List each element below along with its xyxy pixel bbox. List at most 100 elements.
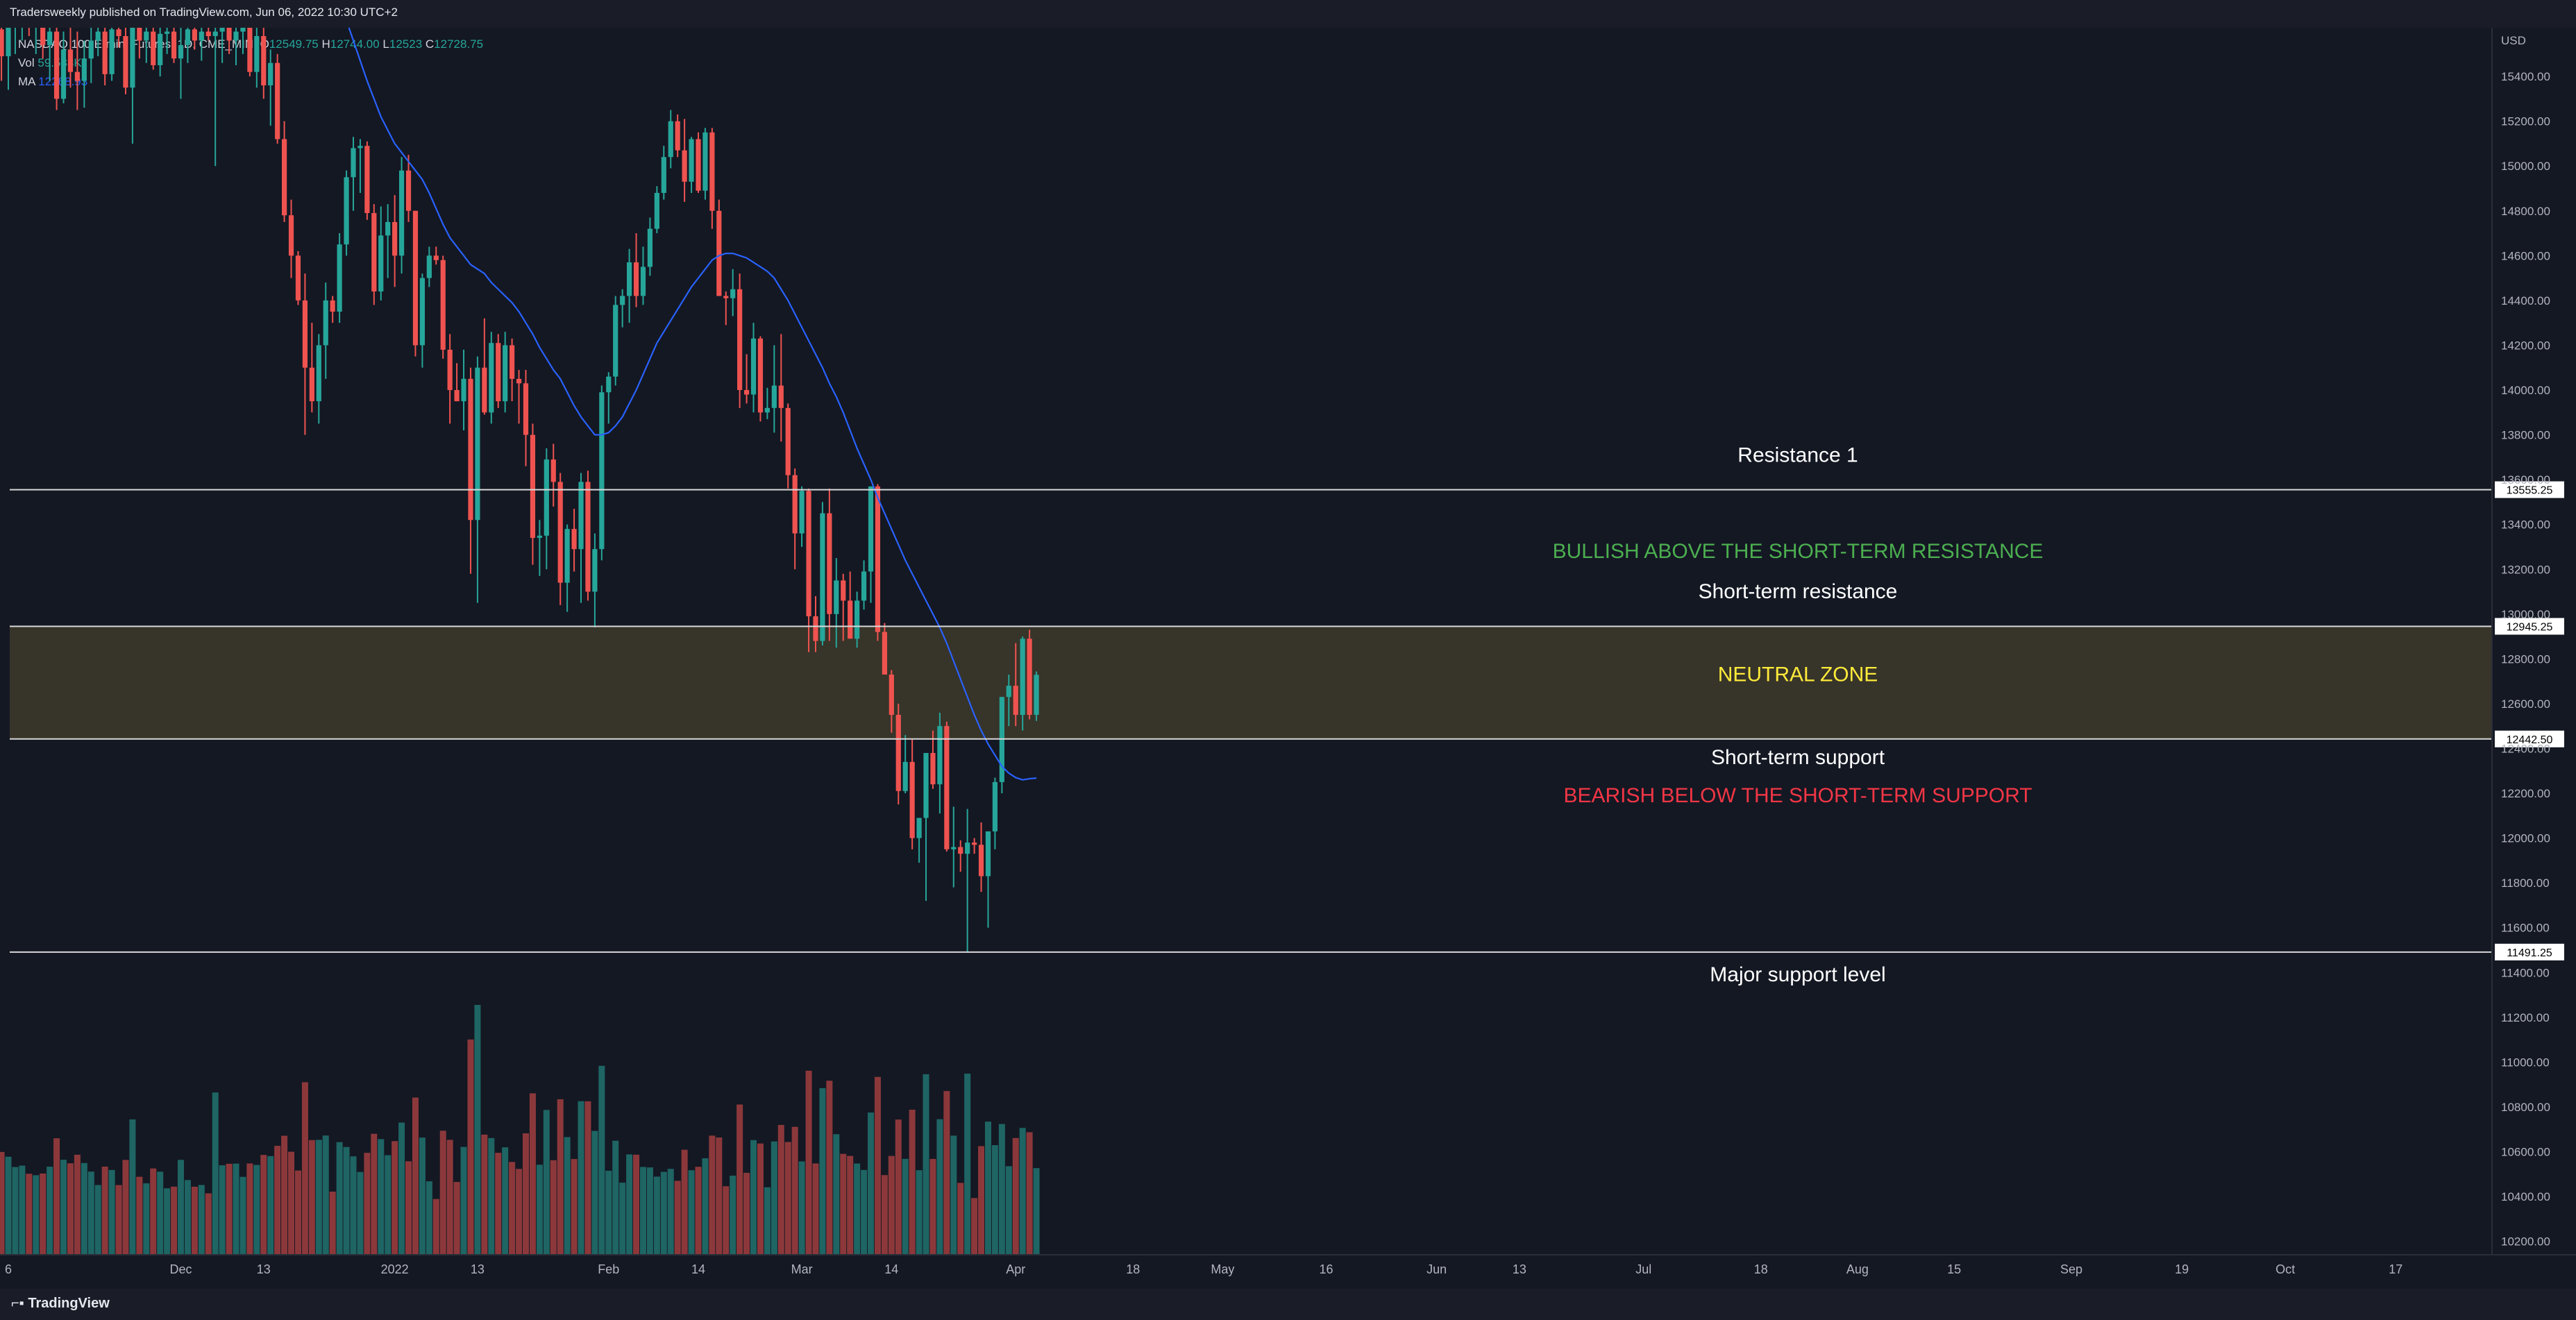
volume-label[interactable]: Vol	[18, 56, 35, 69]
short-term-resistance-tag-label: 12945.25	[2507, 621, 2553, 633]
volume-bar	[432, 1199, 439, 1255]
volume-bar	[378, 1139, 385, 1255]
volume-bar	[239, 1176, 246, 1255]
neutral-zone-band	[10, 626, 2492, 739]
candle-body	[868, 486, 874, 572]
candle-body	[364, 146, 370, 214]
volume-bar	[115, 1185, 122, 1255]
x-tick-label: Sep	[2060, 1262, 2082, 1276]
tradingview-logo[interactable]: ⌐▪ TradingView	[11, 1296, 110, 1312]
volume-bar	[74, 1154, 81, 1255]
volume-bar	[757, 1143, 764, 1255]
candle-body	[661, 157, 666, 193]
candle-body	[785, 407, 791, 475]
volume-bar	[777, 1124, 784, 1255]
candle-body	[764, 407, 770, 413]
volume-bar	[957, 1183, 964, 1255]
candle-body	[1006, 686, 1011, 697]
candle-body	[564, 529, 570, 583]
candle-body	[620, 296, 625, 305]
volume-bar	[798, 1161, 805, 1255]
candle-body	[205, 31, 211, 36]
candle-body	[95, 31, 101, 41]
candle-body	[530, 434, 536, 539]
candle-body	[330, 300, 335, 312]
candle-body	[510, 345, 515, 379]
short-term-support-label: Short-term support	[1711, 746, 1885, 769]
volume-bar	[688, 1170, 695, 1255]
y-tick-label: 11000.00	[2501, 1056, 2550, 1069]
candle-body	[282, 139, 287, 216]
volume-bar	[502, 1147, 509, 1255]
candle-body	[889, 674, 894, 716]
candle-body	[578, 482, 584, 550]
candle-body	[1013, 686, 1018, 716]
volume-bar	[467, 1039, 474, 1255]
volume-bar	[819, 1088, 826, 1255]
volume-bar	[60, 1160, 67, 1255]
volume-bar	[509, 1162, 516, 1255]
volume-bar	[47, 1167, 53, 1255]
volume-bar	[543, 1110, 550, 1255]
volume-bar	[619, 1183, 626, 1255]
volume-bar	[916, 1170, 923, 1255]
y-tick-label: 13400.00	[2501, 518, 2550, 532]
candle-body	[337, 244, 342, 312]
volume-bar	[646, 1167, 653, 1255]
candle-body	[633, 262, 639, 296]
candle-body	[288, 215, 294, 256]
volume-bar	[253, 1165, 260, 1255]
x-tick-label: Dec	[169, 1262, 192, 1276]
y-tick-label: 15000.00	[2501, 160, 2550, 173]
candle-body	[571, 529, 577, 550]
candle-body	[247, 28, 253, 72]
volume-bar	[571, 1159, 578, 1255]
y-tick-label: 11800.00	[2501, 877, 2550, 890]
candle-body	[88, 40, 94, 59]
volume-bar	[674, 1181, 681, 1255]
volume-bar	[94, 1185, 101, 1255]
volume-bar	[184, 1180, 191, 1255]
volume-bar	[812, 1163, 819, 1255]
candle-body	[199, 31, 204, 41]
candle-body	[750, 338, 757, 395]
candle-body	[261, 36, 267, 86]
x-tick-label: 14	[691, 1262, 705, 1276]
footer-bar: ⌐▪ TradingView	[0, 1289, 2576, 1320]
candle-body	[482, 367, 487, 413]
candle-body	[902, 761, 908, 791]
volume-bar	[861, 1169, 868, 1255]
moving-average-line	[348, 28, 1037, 781]
price-chart[interactable]: 13555.25 12945.25 12442.50 11491.25 Resista…	[0, 28, 2576, 1289]
volume-bar	[322, 1135, 329, 1255]
volume-bar	[702, 1158, 709, 1255]
volume-bar	[784, 1142, 791, 1255]
candle-body	[895, 715, 901, 791]
short-term-resistance-label: Short-term resistance	[1699, 580, 1898, 603]
volume-bar	[178, 1160, 184, 1255]
volume-bar	[716, 1137, 723, 1255]
resistance-1-tag	[2495, 481, 2564, 498]
volume-bar	[26, 1174, 33, 1255]
candle-body	[158, 33, 163, 65]
resistance-1-tag-label: 13555.25	[2507, 485, 2553, 497]
candle-body	[606, 376, 612, 393]
volume-bar	[536, 1165, 543, 1255]
major-support-tag	[2495, 943, 2564, 961]
candle-body	[799, 491, 805, 534]
short-term-support-tag	[2495, 730, 2564, 747]
y-tick-label: 10800.00	[2501, 1101, 2550, 1114]
candle-body	[516, 378, 522, 384]
volume-bar	[405, 1161, 412, 1255]
candle-body	[813, 616, 818, 641]
volume-bar	[660, 1171, 667, 1255]
volume-bar	[474, 1005, 481, 1255]
volume-bar	[19, 1165, 26, 1255]
ma-label[interactable]: MA	[18, 75, 35, 88]
candle-body	[192, 29, 197, 41]
low-value: 12523	[389, 37, 423, 51]
neutral-zone-label: NEUTRAL ZONE	[1718, 663, 1878, 686]
candle-body	[848, 600, 853, 639]
y-tick-label: 14200.00	[2501, 339, 2550, 352]
volume-bar	[5, 1156, 12, 1255]
